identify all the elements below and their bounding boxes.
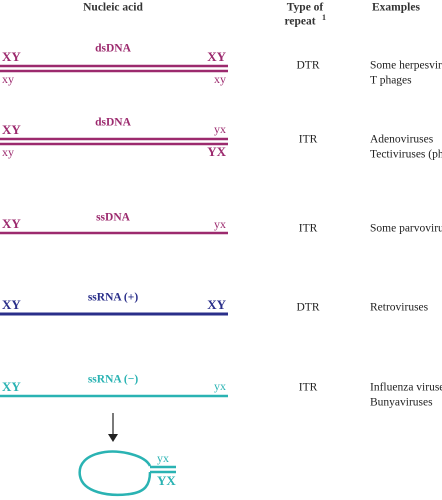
end-label: yx	[214, 122, 226, 136]
end-label: XY	[2, 216, 21, 231]
repeat-type: DTR	[297, 60, 320, 72]
footnote-mark: 1	[322, 13, 326, 22]
end-label: XY	[2, 379, 21, 394]
strand-label: ssRNA (+)	[88, 292, 138, 304]
row: dsDNA XY xy XY xy DTR Some herpesviruses…	[0, 43, 442, 87]
row: ssRNA (−) XY yx ITR Influenza viruses Bu…	[0, 374, 442, 409]
example: Some parvoviruses	[370, 223, 442, 235]
example: Tectiviruses (phages)	[370, 149, 442, 161]
end-label: XY	[2, 297, 21, 312]
end-label: xy	[2, 145, 14, 159]
example: Retroviruses	[370, 302, 429, 314]
row: ssRNA (+) XY XY DTR Retroviruses	[0, 292, 429, 316]
end-label: xy	[214, 72, 226, 86]
repeat-type: DTR	[297, 302, 320, 314]
end-label: yx	[157, 451, 169, 465]
repeat-type: ITR	[299, 134, 318, 146]
row: dsDNA XY xy yx YX ITR Adenoviruses Tecti…	[0, 117, 442, 161]
example: Bunyaviruses	[370, 397, 433, 409]
end-label: YX	[207, 144, 226, 159]
end-label: yx	[214, 217, 226, 231]
end-label: xy	[2, 72, 14, 86]
end-label: YX	[157, 473, 176, 488]
strand-label: dsDNA	[95, 43, 131, 55]
header: Nucleic acid	[83, 2, 143, 14]
end-label: XY	[2, 122, 21, 137]
repeat-type: ITR	[299, 223, 318, 235]
end-label: yx	[214, 379, 226, 393]
header: Examples	[372, 2, 420, 14]
arrow-head	[108, 434, 118, 442]
end-label: XY	[2, 49, 21, 64]
header: Type of	[287, 2, 324, 14]
strand-label: dsDNA	[95, 117, 131, 129]
strand-label: ssDNA	[96, 212, 131, 224]
repeat-type: ITR	[299, 382, 318, 394]
strand-label: ssRNA (−)	[88, 374, 138, 386]
panhandle-loop	[78, 450, 152, 496]
example: Adenoviruses	[370, 134, 434, 146]
row: ssDNA XY yx ITR Some parvoviruses	[0, 212, 442, 235]
example: Influenza viruses	[370, 382, 442, 394]
example: Some herpesviruses	[370, 60, 442, 72]
end-label: XY	[207, 297, 226, 312]
header: repeat	[284, 16, 315, 28]
end-label: XY	[207, 49, 226, 64]
example: T phages	[370, 75, 412, 87]
